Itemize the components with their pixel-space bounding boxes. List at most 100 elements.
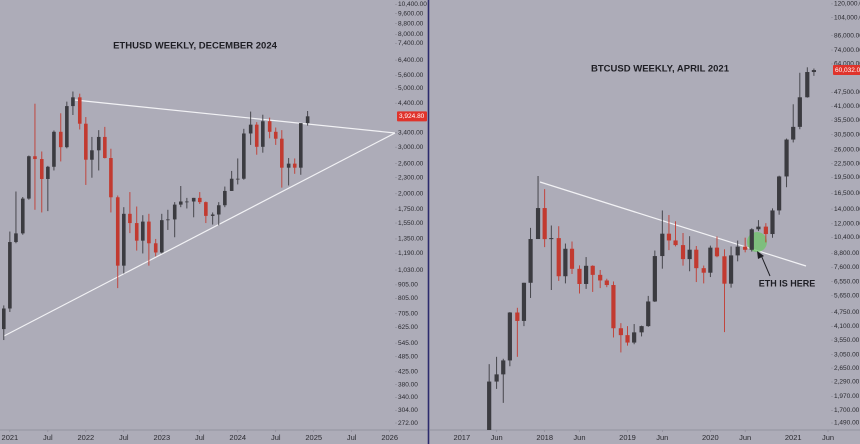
- candle-body: [770, 210, 775, 235]
- x-tick-label: Jul: [119, 433, 129, 442]
- candle-body: [735, 246, 740, 256]
- candle-body: [797, 97, 802, 127]
- x-tick-label: Jul: [43, 433, 53, 442]
- candle-body: [172, 204, 177, 220]
- candle-body: [141, 221, 145, 241]
- candle-body: [147, 221, 151, 244]
- y-tick-label: 4,100.00: [834, 323, 860, 330]
- candle-body: [235, 178, 240, 180]
- y-tick-label: 6,400.00: [398, 57, 424, 64]
- y-tick-label: 625.00: [398, 324, 418, 331]
- candle-body: [109, 158, 113, 198]
- y-tick-label: 4,750.00: [834, 309, 860, 316]
- x-tick-label: Jun: [491, 433, 503, 442]
- candle-body: [159, 220, 164, 253]
- y-tick-label: 7,400.00: [398, 40, 424, 47]
- candle-body: [507, 312, 512, 361]
- last-price-badge: [397, 111, 427, 122]
- candle-body: [261, 121, 265, 147]
- candle-body: [267, 121, 272, 132]
- y-tick-label: 9,600.00: [398, 10, 424, 17]
- y-tick-label: 304.00: [398, 407, 418, 414]
- candle-body: [254, 124, 259, 147]
- y-tick-label: 340.00: [398, 394, 418, 401]
- x-tick-label: 2018: [536, 433, 553, 442]
- candle-body: [90, 150, 94, 160]
- annotation: ETH IS HERE: [759, 278, 816, 288]
- candle-body: [639, 326, 644, 333]
- candle-body: [784, 139, 789, 177]
- candle-body: [122, 213, 126, 266]
- x-tick-label: Jun: [573, 433, 585, 442]
- y-tick-label: 2,650.00: [834, 365, 860, 372]
- y-tick-label: 74,000.00: [834, 47, 860, 54]
- candle-body: [46, 166, 50, 179]
- candle-body: [96, 136, 101, 151]
- y-tick-label: 805.00: [398, 295, 418, 302]
- y-tick-label: 1,550.00: [398, 220, 424, 227]
- chart-title: ETHUSD WEEKLY, DECEMBER 2024: [113, 41, 278, 52]
- y-tick-label: 2,290.00: [834, 379, 860, 386]
- y-tick-label: 1,970.00: [834, 393, 860, 400]
- candle-body: [8, 242, 12, 309]
- candle-body: [528, 239, 533, 283]
- candle-body: [248, 124, 253, 134]
- candle-body: [20, 198, 25, 234]
- candle-body: [191, 197, 196, 202]
- y-tick-label: 5,000.00: [398, 85, 424, 92]
- y-tick-label: 120,000.00: [834, 1, 860, 8]
- last-price-label: 3,924.80: [399, 113, 425, 120]
- candle-body: [77, 97, 82, 124]
- candle-body: [722, 256, 727, 284]
- candle-body: [701, 268, 706, 273]
- candle-body: [521, 282, 527, 321]
- candle-body: [280, 138, 284, 168]
- candle-body: [216, 205, 221, 215]
- candle-body: [501, 360, 506, 375]
- x-tick-label: 2020: [702, 433, 719, 442]
- y-tick-label: 1,490.00: [834, 420, 860, 427]
- candle-body: [204, 202, 208, 216]
- candle-body: [210, 214, 215, 216]
- candle-body: [197, 197, 202, 203]
- y-tick-label: 26,000.00: [834, 147, 860, 154]
- y-tick-label: 30,500.00: [834, 131, 860, 138]
- y-tick-label: 1,750.00: [398, 206, 424, 213]
- candle-body: [115, 197, 120, 266]
- candle-body: [65, 106, 69, 148]
- candle-body: [299, 123, 303, 168]
- y-tick-label: 545.00: [398, 340, 418, 347]
- y-tick-label: 12,000.00: [834, 221, 860, 228]
- last-price-badge: [833, 65, 860, 76]
- y-tick-label: 10,400.00: [834, 234, 860, 241]
- candle-body: [756, 226, 761, 230]
- x-tick-label: 2025: [305, 433, 322, 442]
- candle-body: [166, 219, 170, 221]
- x-tick-label: Jun: [822, 433, 834, 442]
- candle-body: [305, 116, 310, 124]
- arrow-head: [757, 251, 764, 259]
- trend-line: [3, 132, 396, 337]
- x-tick-label: Jun: [739, 433, 751, 442]
- y-tick-label: 8,000.00: [398, 31, 424, 38]
- y-tick-label: 10,400.00: [398, 1, 427, 8]
- y-tick-label: 6,550.00: [834, 278, 860, 285]
- candle-body: [223, 190, 227, 206]
- candle-body: [549, 238, 554, 240]
- x-tick-label: 2023: [153, 433, 170, 442]
- trend-line: [74, 99, 396, 134]
- candle-body: [618, 328, 623, 336]
- trend-line: [539, 181, 807, 267]
- candle-body: [687, 249, 692, 260]
- candle-body: [542, 208, 547, 240]
- arrow: [760, 254, 771, 277]
- candle-body: [39, 159, 44, 179]
- y-tick-label: 14,000.00: [834, 206, 860, 213]
- candle-body: [714, 247, 720, 257]
- candle-body: [646, 301, 651, 327]
- candle-body: [563, 248, 568, 277]
- chart-title: BTCUSD WEEKLY, APRIL 2021: [591, 64, 730, 75]
- candle-body: [185, 201, 189, 203]
- y-tick-label: 272.00: [398, 420, 418, 427]
- y-tick-label: 2,600.00: [398, 160, 424, 167]
